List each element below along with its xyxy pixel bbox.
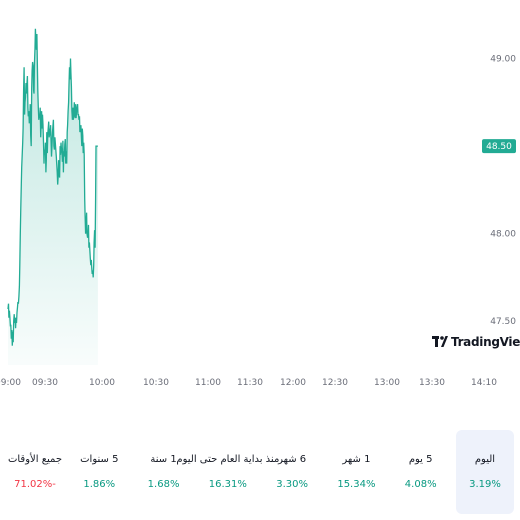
- period-item[interactable]: 5 سنوات 1.86%: [70, 430, 128, 514]
- x-tick-label: 09:30: [32, 378, 58, 388]
- price-chart[interactable]: 49.00 48.50 48.00 47.50 09:00 09:30 10:00 10:3…: [0, 0, 520, 400]
- x-tick-label: 10:00: [89, 378, 115, 388]
- period-value: 3.30%: [276, 479, 309, 490]
- period-item[interactable]: اليوم 3.19%: [455, 430, 514, 514]
- period-item[interactable]: 1 سنة 1.68%: [135, 430, 193, 514]
- tradingview-logo[interactable]: TradingView: [432, 335, 520, 349]
- period-value: 1.86%: [83, 479, 116, 490]
- period-label: 5 يوم: [408, 454, 433, 465]
- period-label: 1 شهر: [342, 454, 371, 465]
- x-axis: 09:00 09:30 10:00 10:30 11:00 11:30 12:00 12:30…: [0, 378, 497, 388]
- period-label: منذ بداية العام حتى اليوم: [176, 454, 280, 465]
- tradingview-logo-icon: [432, 336, 448, 347]
- x-tick-label: 11:00: [195, 378, 221, 388]
- period-item[interactable]: 6 شهر 3.30%: [263, 430, 321, 514]
- last-price-marker: 48.50: [482, 139, 516, 154]
- period-value: 1.68%: [147, 479, 180, 490]
- period-value: 15.34%: [337, 479, 376, 490]
- x-tick-label: 12:00: [280, 378, 306, 388]
- tradingview-logo-text: TradingView: [451, 335, 520, 349]
- last-price-label: 48.50: [486, 142, 512, 152]
- x-tick-label: 09:00: [0, 378, 21, 388]
- x-tick-label: 10:30: [143, 378, 169, 388]
- y-tick-label: 48.00: [490, 230, 516, 240]
- price-line: [7, 28, 98, 346]
- y-tick-label: 49.00: [490, 55, 516, 65]
- period-value: 71.02%-: [14, 479, 56, 490]
- period-value: 3.19%: [469, 479, 501, 490]
- period-label: جميع الأوقات: [7, 454, 63, 465]
- period-value: 4.08%: [404, 479, 437, 490]
- x-tick-label: 13:30: [419, 378, 445, 388]
- period-label: 1 سنة: [150, 454, 177, 465]
- period-item[interactable]: جميع الأوقات 71.02%-: [6, 430, 64, 514]
- period-label: اليوم: [474, 454, 496, 465]
- performance-periods: اليوم 3.19% 5 يوم 4.08% 1 شهر 15.34% 6 شهر 3.30…: [0, 430, 520, 520]
- period-item[interactable]: 1 شهر 15.34%: [327, 430, 385, 514]
- period-label: 6 شهر: [278, 454, 307, 465]
- period-item[interactable]: منذ بداية العام حتى اليوم 16.31%: [176, 430, 279, 514]
- x-tick-label: 11:30: [237, 378, 263, 388]
- period-value: 16.31%: [208, 479, 247, 490]
- period-label: 5 سنوات: [80, 454, 119, 465]
- x-tick-label: 12:30: [322, 378, 348, 388]
- last-price-box: [482, 139, 516, 154]
- x-tick-label: 14:10: [471, 378, 497, 388]
- y-tick-label: 47.50: [490, 317, 516, 327]
- x-tick-label: 13:00: [374, 378, 400, 388]
- period-item[interactable]: 5 يوم 4.08%: [392, 430, 450, 514]
